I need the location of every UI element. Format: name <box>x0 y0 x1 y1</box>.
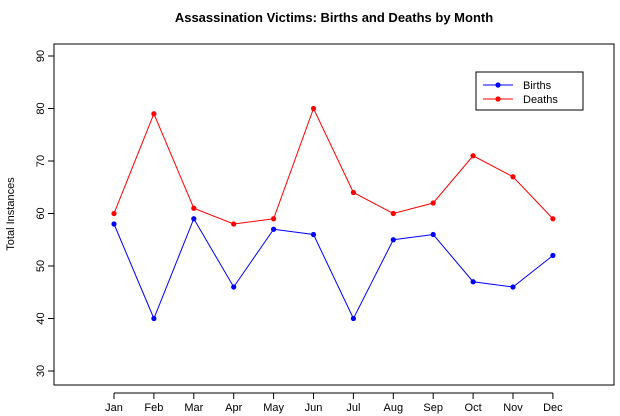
x-tick-label: Feb <box>144 402 163 414</box>
series-line-deaths <box>113 107 554 225</box>
data-point-deaths <box>231 221 237 227</box>
data-point-deaths <box>510 174 516 180</box>
y-tick-label: 70 <box>35 155 47 167</box>
x-tick-label: May <box>263 402 284 414</box>
x-tick-label: Oct <box>465 402 482 414</box>
data-point-deaths <box>550 216 556 222</box>
y-tick-label: 60 <box>35 207 47 219</box>
data-point-births <box>390 237 396 243</box>
legend-marker-deaths <box>495 96 501 102</box>
legend: Births Deaths <box>475 71 584 111</box>
data-point-births <box>350 315 356 322</box>
data-point-births <box>151 315 157 322</box>
x-tick-label: Apr <box>225 402 242 414</box>
data-point-deaths <box>111 210 117 217</box>
data-point-deaths <box>310 105 317 112</box>
y-tick-label: 80 <box>35 102 47 114</box>
x-tick-label: Nov <box>503 402 523 414</box>
x-tick-label: Aug <box>384 402 404 414</box>
legend-box <box>475 71 584 111</box>
data-point-births <box>550 252 556 259</box>
x-tick-label: Jan <box>105 402 123 414</box>
x-axis: Jan Feb Mar Apr May Jun Jul Aug Sep Oct Nov Dec <box>105 392 563 414</box>
data-point-births <box>191 216 197 222</box>
x-tick-label: Jun <box>305 402 323 414</box>
legend-label-births: Births <box>523 80 552 92</box>
y-axis: 30 40 50 60 70 80 90 <box>35 50 54 377</box>
data-point-deaths <box>470 153 476 159</box>
data-point-births <box>470 279 476 285</box>
data-point-deaths <box>430 200 436 206</box>
data-point-births <box>430 231 436 238</box>
x-tick-label: Mar <box>184 402 203 414</box>
data-point-deaths <box>271 216 277 222</box>
data-point-deaths <box>350 189 356 196</box>
x-tick-label: Dec <box>543 402 563 414</box>
data-point-births <box>310 231 317 238</box>
legend-marker-births <box>495 82 501 88</box>
x-tick-label: Jul <box>346 402 360 414</box>
data-point-births <box>231 284 237 290</box>
data-point-deaths <box>191 205 197 211</box>
data-point-births <box>271 226 277 232</box>
data-point-deaths <box>390 210 396 217</box>
y-tick-label: 40 <box>35 312 47 324</box>
data-point-deaths <box>151 111 157 117</box>
y-tick-label: 90 <box>35 50 47 62</box>
series-layer <box>111 105 556 322</box>
y-axis-title: Total Instances <box>5 177 17 251</box>
series-line-births <box>113 217 554 320</box>
y-tick-label: 50 <box>35 260 47 272</box>
data-point-births <box>510 284 516 290</box>
legend-label-deaths: Deaths <box>523 94 558 106</box>
y-tick-label: 30 <box>35 365 47 377</box>
data-point-births <box>111 221 117 227</box>
x-tick-label: Sep <box>423 402 443 414</box>
chart-title: Assassination Victims: Births and Deaths… <box>175 10 493 25</box>
plot-frame <box>53 43 615 386</box>
